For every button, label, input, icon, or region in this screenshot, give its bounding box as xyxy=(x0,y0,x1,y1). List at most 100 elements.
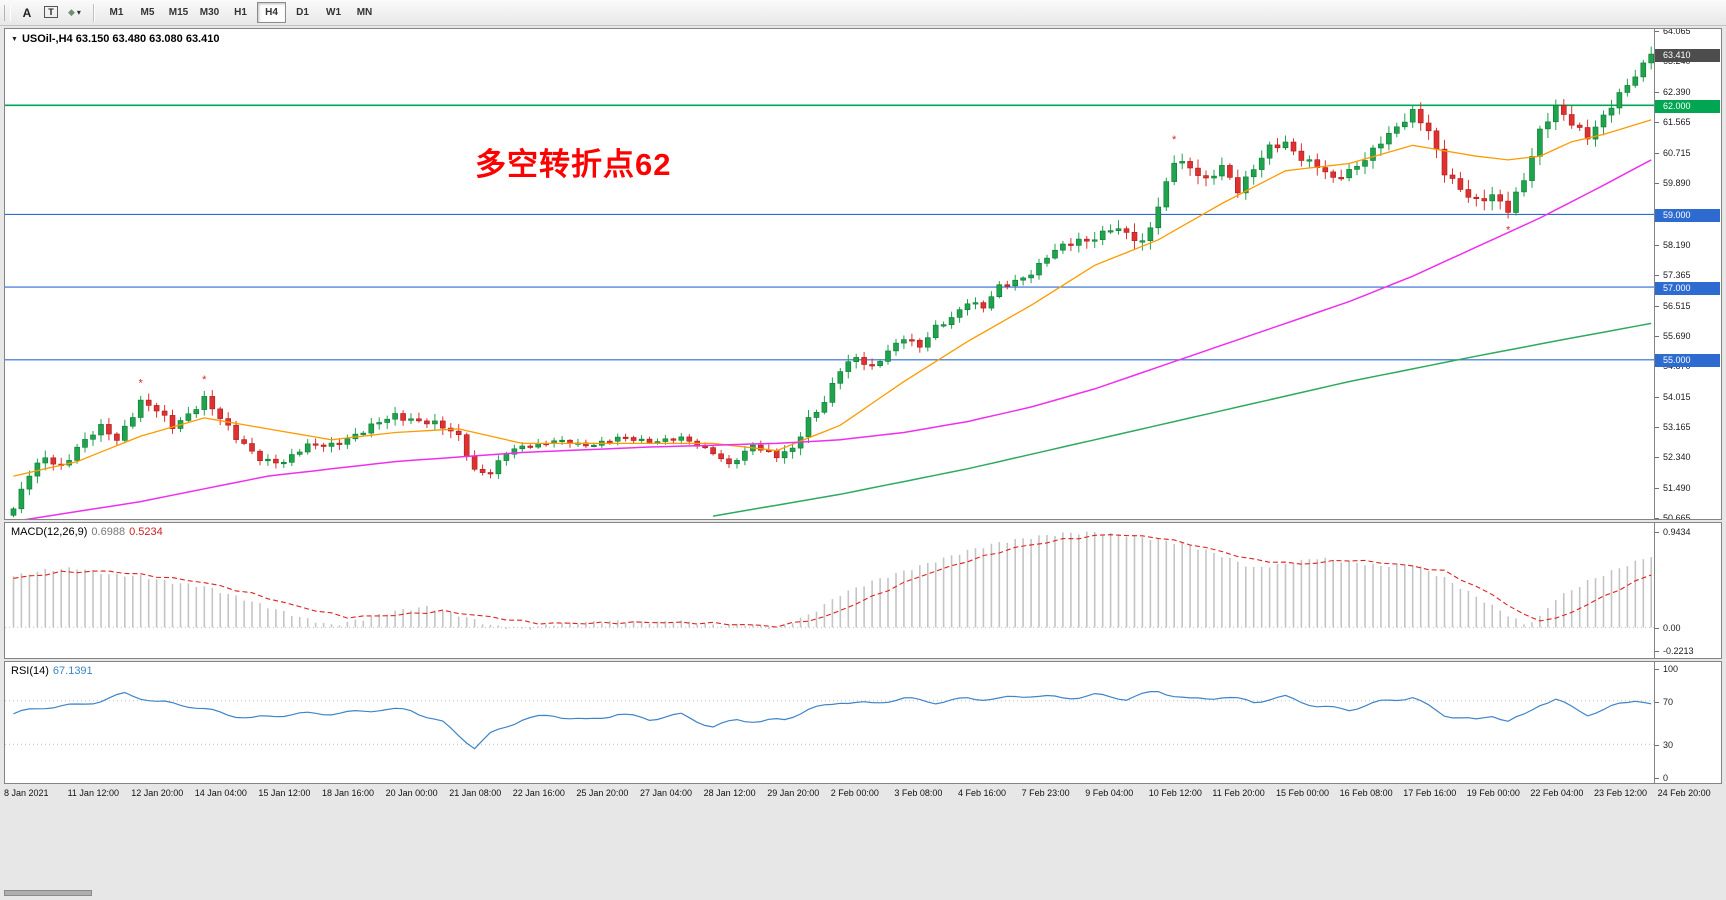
time-label: 21 Jan 08:00 xyxy=(449,788,502,798)
time-label: 27 Jan 04:00 xyxy=(640,788,693,798)
scale-tick xyxy=(1655,532,1659,533)
scale-label: 54.015 xyxy=(1663,391,1691,402)
scale-label: -0.2213 xyxy=(1663,646,1694,656)
svg-text:*: * xyxy=(1172,134,1177,146)
timeframe-group: M1 M5 M15 M30 H1 H4 D1 W1 MN xyxy=(101,2,380,23)
scale-tick xyxy=(1655,628,1659,630)
toolbar-grip[interactable] xyxy=(4,4,11,21)
time-label: 22 Jan 16:00 xyxy=(512,788,565,798)
scale-tick xyxy=(1655,745,1659,747)
price-tag-55.000: 55.000 xyxy=(1655,354,1720,368)
collapse-arrow-icon[interactable]: ▼ xyxy=(11,36,18,43)
scale-label: 100 xyxy=(1663,664,1679,674)
time-label: 10 Feb 12:00 xyxy=(1148,788,1202,798)
scale-label: 50.665 xyxy=(1663,513,1691,520)
scale-tick xyxy=(1655,457,1659,459)
rsi-panel[interactable]: RSI(14) 67.1391 100 70 30 0 xyxy=(4,661,1722,784)
scale-label: 51.490 xyxy=(1663,483,1691,494)
timeframe-h4-button[interactable]: H4 xyxy=(257,2,286,23)
time-label: 16 Feb 08:00 xyxy=(1339,788,1393,798)
scale-label: 60.715 xyxy=(1663,148,1691,159)
scale-label: 57.365 xyxy=(1663,269,1691,280)
time-label: 25 Jan 20:00 xyxy=(576,788,629,798)
scale-tick xyxy=(1655,31,1659,33)
scale-label: 58.190 xyxy=(1663,239,1691,250)
chart-title: ▼ USOil-,H4 63.150 63.480 63.080 63.410 xyxy=(11,33,219,45)
horizontal-scrollbar[interactable] xyxy=(4,890,92,896)
scale-label: 53.165 xyxy=(1663,422,1691,433)
time-label: 14 Jan 04:00 xyxy=(194,788,247,798)
chevron-down-icon: ▾ xyxy=(76,8,81,17)
scale-tick xyxy=(1655,669,1659,670)
timeframe-d1-button[interactable]: D1 xyxy=(296,7,309,18)
scale-label: 64.065 xyxy=(1663,28,1691,37)
rsi-chart xyxy=(5,691,1655,750)
scale-tick xyxy=(1655,396,1659,398)
time-label: 17 Feb 16:00 xyxy=(1403,788,1457,798)
scale-tick xyxy=(1655,244,1659,246)
svg-text:*: * xyxy=(1506,225,1511,237)
time-label: 8 Jan 2021 xyxy=(4,788,49,798)
time-label: 11 Feb 20:00 xyxy=(1212,788,1265,798)
shapes-icon: ◆ xyxy=(68,7,75,17)
text-tool-button[interactable]: T xyxy=(40,3,62,23)
timeframe-m5-button[interactable]: M5 xyxy=(140,7,155,18)
scale-tick xyxy=(1655,274,1659,276)
scale-label: 70 xyxy=(1663,696,1674,707)
annotation-tool-button[interactable]: A xyxy=(16,3,38,23)
scale-label: 0.00 xyxy=(1663,623,1681,634)
time-label: 19 Feb 00:00 xyxy=(1466,788,1520,798)
rsi-title: RSI(14) 67.1391 xyxy=(11,665,93,677)
scale-tick xyxy=(1655,92,1659,94)
scale-label: 30 xyxy=(1663,740,1674,751)
scale-tick xyxy=(1655,305,1659,307)
macd-scale: 0.9434 0.00 -0.2213 xyxy=(1654,523,1721,658)
shapes-dropdown-button[interactable]: ◆ ▾ xyxy=(64,3,86,23)
scale-label: 59.890 xyxy=(1663,178,1691,189)
macd-signal-value: 0.5234 xyxy=(129,526,163,538)
time-label: 4 Feb 16:00 xyxy=(958,788,1007,798)
svg-text:*: * xyxy=(139,377,144,389)
main-chart-panel[interactable]: * * * * ▼ USOil-,H4 63.150 63.480 63.080 63.… xyxy=(4,28,1722,520)
svg-text:*: * xyxy=(202,374,207,386)
scale-tick xyxy=(1655,778,1659,779)
scale-label: 0.9434 xyxy=(1663,527,1691,537)
candlestick-chart: * * * * xyxy=(5,46,1655,519)
macd-panel[interactable]: MACD(12,26,9) 0.6988 0.5234 0.9434 0.00 -0.2… xyxy=(4,522,1722,659)
timeframe-h1-button[interactable]: H1 xyxy=(234,7,247,18)
scale-tick xyxy=(1655,335,1659,337)
timeframe-m1-button[interactable]: M1 xyxy=(109,7,124,18)
time-label: 3 Feb 08:00 xyxy=(894,788,943,798)
time-label: 11 Jan 12:00 xyxy=(67,788,119,798)
time-label: 9 Feb 04:00 xyxy=(1085,788,1134,798)
scale-label: 61.565 xyxy=(1663,117,1691,128)
timeframe-mn-button[interactable]: MN xyxy=(356,7,373,18)
time-label: 18 Jan 16:00 xyxy=(322,788,375,798)
time-label: 28 Jan 12:00 xyxy=(703,788,756,798)
time-axis[interactable]: 8 Jan 2021 11 Jan 12:00 12 Jan 20:00 14 Jan… xyxy=(4,786,1722,804)
rsi-scale: 100 70 30 0 xyxy=(1654,662,1721,783)
timeframe-w1-button[interactable]: W1 xyxy=(326,7,341,18)
scale-label: 62.390 xyxy=(1663,87,1691,98)
price-tag-59.000: 59.000 xyxy=(1655,208,1720,222)
time-label: 23 Feb 12:00 xyxy=(1594,788,1648,798)
scale-tick xyxy=(1655,183,1659,185)
scale-tick xyxy=(1655,488,1659,490)
macd-chart xyxy=(5,531,1655,630)
rsi-value: 67.1391 xyxy=(52,665,93,677)
price-tag-57.000: 57.000 xyxy=(1655,281,1720,295)
price-tag-63.410: 63.410 xyxy=(1655,48,1720,62)
macd-main-value: 0.6988 xyxy=(91,526,126,538)
time-label: 2 Feb 00:00 xyxy=(830,788,879,798)
scale-label: 52.340 xyxy=(1663,452,1691,463)
scale-tick xyxy=(1655,651,1659,652)
toolbar-separator xyxy=(93,3,95,22)
timeframe-m30-button[interactable]: M30 xyxy=(199,7,220,18)
macd-title: MACD(12,26,9) 0.6988 0.5234 xyxy=(11,526,163,538)
scale-label: 55.690 xyxy=(1663,330,1691,341)
timeframe-m15-button[interactable]: M15 xyxy=(168,7,189,18)
time-label: 15 Jan 12:00 xyxy=(258,788,311,798)
